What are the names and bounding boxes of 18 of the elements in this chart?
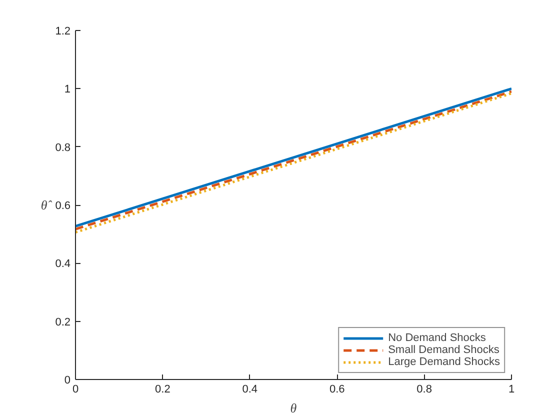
x-tick-label: 0.8 bbox=[416, 384, 432, 396]
y-axis-title: θ̂ bbox=[40, 198, 52, 212]
y-tick-label: 0.6 bbox=[55, 200, 71, 212]
x-tick-label: 0.4 bbox=[242, 384, 258, 396]
y-tick-label: 1 bbox=[64, 84, 71, 96]
y-tick-label: 0 bbox=[64, 374, 71, 386]
y-tick-label: 0.8 bbox=[55, 142, 71, 154]
legend-label: Small Demand Shocks bbox=[388, 344, 500, 356]
x-tick-label: 0.6 bbox=[329, 384, 345, 396]
x-axis-title: θ bbox=[290, 400, 298, 416]
legend-label: No Demand Shocks bbox=[388, 332, 486, 344]
x-tick-label: 1 bbox=[508, 384, 515, 396]
y-tick-label: 0.2 bbox=[55, 316, 71, 328]
y-tick-label: 0.4 bbox=[55, 258, 71, 270]
y-tick-label: 1.2 bbox=[55, 26, 71, 38]
x-tick-label: 0 bbox=[72, 384, 79, 396]
x-tick-label: 0.2 bbox=[155, 384, 170, 396]
legend-label: Large Demand Shocks bbox=[388, 356, 500, 368]
